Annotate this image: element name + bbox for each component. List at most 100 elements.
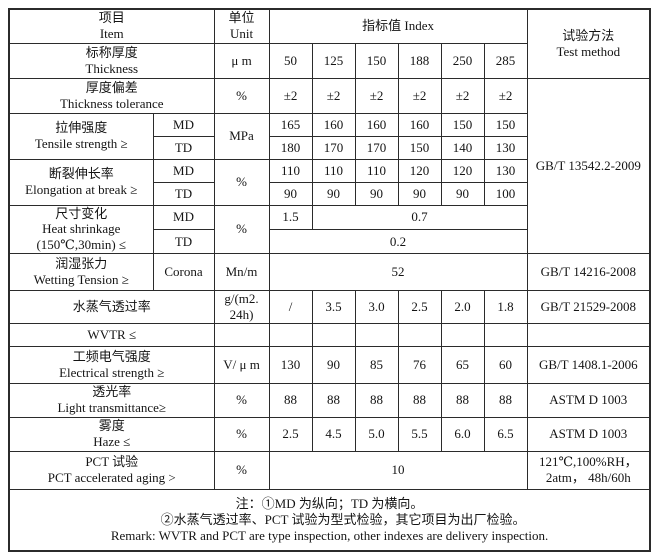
value-cell-merged: 0.7 xyxy=(311,204,528,230)
value-cell-merged: 52 xyxy=(268,253,528,292)
value-cell: 110 xyxy=(354,158,399,183)
value-cell: 90 xyxy=(311,345,356,384)
shrinkage-label-zh: 尺寸变化 xyxy=(55,205,108,221)
elongation-label-cell: 断裂伸长率 Elongation at break ≥ xyxy=(8,158,154,206)
header-unit-cell: 单位 Unit xyxy=(213,8,270,44)
value-cell: 165 xyxy=(268,112,313,137)
electrical-label-cell: 工频电气强度 Electrical strength ≥ xyxy=(8,345,215,384)
value-cell: 90 xyxy=(397,181,442,206)
value-cell: 76 xyxy=(397,345,442,384)
value-cell: 140 xyxy=(440,135,485,160)
value-cell: ±2 xyxy=(440,77,485,114)
elongation-md-row: 断裂伸长率 Elongation at break ≥ MD % 110 110… xyxy=(8,158,650,206)
value-cell: 2.0 xyxy=(440,290,485,324)
elongation-label-zh: 断裂伸长率 xyxy=(48,166,114,182)
value-cell: 160 xyxy=(397,112,442,137)
value-cell: 5.5 xyxy=(397,416,442,452)
wetting-label-zh: 润湿张力 xyxy=(55,256,108,272)
tensile-label-en: Tensile strength ≥ xyxy=(34,136,128,151)
pct-row: PCT 试验 PCT accelerated aging > % 10 121℃… xyxy=(8,450,651,490)
value-cell: 3.0 xyxy=(354,290,399,324)
method-cell-astm-1: ASTM D 1003 xyxy=(526,382,651,418)
elongation-unit-cell: % xyxy=(213,158,270,206)
value-cell-merged: 0.2 xyxy=(268,228,528,255)
note-line-3: Remark: WVTR and PCT are type inspection… xyxy=(110,527,549,543)
header-item-zh: 项目 xyxy=(98,10,125,26)
value-cell: 88 xyxy=(268,382,313,418)
empty-cell xyxy=(268,322,313,347)
light-label-cell: 透光率 Light transmittance≥ xyxy=(8,382,215,418)
notes-row: 注：①MD 为纵向；TD 为横向。 ②水蒸气透过率、PCT 试验为型式检验，其它… xyxy=(8,488,651,552)
tensile-unit-cell: MPa xyxy=(213,112,270,160)
value-cell: 150 xyxy=(440,112,485,137)
empty-cell xyxy=(483,322,528,347)
header-item-cell: 项目 Item xyxy=(8,8,215,44)
tolerance-row: 厚度偏差 Thickness tolerance % ±2 ±2 ±2 ±2 ±… xyxy=(8,77,651,255)
value-cell: 100 xyxy=(483,181,528,206)
value-cell: 130 xyxy=(268,345,313,384)
tolerance-unit-cell: % xyxy=(213,77,270,114)
wvtr-unit-line2: 24h) xyxy=(229,306,254,322)
wetting-unit-cell: Mn/m xyxy=(213,253,270,292)
value-cell: 2.5 xyxy=(397,290,442,324)
value-cell: 88 xyxy=(483,382,528,418)
value-cell: / xyxy=(268,290,313,324)
pct-label-en: PCT accelerated aging > xyxy=(47,470,176,486)
tensile-sub-td-cell: TD xyxy=(152,135,215,160)
method-cell-pct: 121℃,100%RH， 2atm， 48h/60h xyxy=(526,450,651,490)
shrinkage-md-row: 尺寸变化 Heat shrinkage (150℃,30min) ≤ MD % … xyxy=(8,204,650,255)
pct-method-line2: 2atm， 48h/60h xyxy=(545,470,631,486)
tensile-label-cell: 拉伸强度 Tensile strength ≥ xyxy=(8,112,154,160)
wetting-row: 润湿张力 Wetting Tension ≥ Corona Mn/m 52 GB… xyxy=(8,253,651,292)
spec-table: 项目 Item 单位 Unit 指标值 Index 试验方法 Test meth… xyxy=(8,8,652,553)
electrical-label-zh: 工频电气强度 xyxy=(72,348,151,364)
elongation-label-en: Elongation at break ≥ xyxy=(25,182,138,197)
value-cell: 50 xyxy=(268,42,313,79)
wetting-sub-cell: Corona xyxy=(152,253,215,292)
elongation-sub-md-cell: MD xyxy=(152,158,215,183)
elongation-sub-td-cell: TD xyxy=(152,181,215,206)
method-cell-gbt21529: GB/T 21529-2008 xyxy=(526,290,651,324)
haze-label-en: Haze ≤ xyxy=(93,434,131,450)
value-cell: ±2 xyxy=(397,77,442,114)
tensile-label-zh: 拉伸强度 xyxy=(55,120,108,136)
empty-cell xyxy=(397,322,442,347)
shrinkage-unit-cell: % xyxy=(213,204,270,255)
value-cell: 150 xyxy=(397,135,442,160)
wvtr-row: 水蒸气透过率 g/(m2. 24h) / 3.5 3.0 2.5 2.0 1.8… xyxy=(8,290,651,324)
value-cell: 6.0 xyxy=(440,416,485,452)
shrinkage-td-row: TD 0.2 xyxy=(9,228,650,255)
pct-unit-cell: % xyxy=(213,450,270,490)
light-unit-cell: % xyxy=(213,382,270,418)
haze-unit-cell: % xyxy=(213,416,270,452)
value-cell: 188 xyxy=(397,42,442,79)
light-label-en: Light transmittance≥ xyxy=(57,400,167,416)
shrinkage-sub-td-cell: TD xyxy=(152,228,215,255)
thickness-row: 标称厚度 Thickness μ m 50 125 150 188 250 28… xyxy=(8,42,650,79)
thickness-label-en: Thickness xyxy=(85,60,139,76)
header-item-en: Item xyxy=(99,26,124,42)
value-cell: 130 xyxy=(483,158,528,183)
electrical-row: 工频电气强度 Electrical strength ≥ V/ μ m 130 … xyxy=(8,345,651,384)
value-cell: 285 xyxy=(483,42,528,79)
tensile-td-row: TD 180 170 170 150 140 130 xyxy=(9,135,650,160)
value-cell: 90 xyxy=(440,181,485,206)
value-cell: 170 xyxy=(354,135,399,160)
value-cell: 90 xyxy=(354,181,399,206)
pct-label-zh: PCT 试验 xyxy=(85,454,139,470)
wvtr-label-cell: 水蒸气透过率 xyxy=(8,290,215,324)
value-cell: 6.5 xyxy=(483,416,528,452)
header-unit-zh: 单位 xyxy=(228,10,255,26)
pct-label-cell: PCT 试验 PCT accelerated aging > xyxy=(8,450,215,490)
shrinkage-label-cell: 尺寸变化 Heat shrinkage (150℃,30min) ≤ xyxy=(8,204,154,255)
value-cell: 90 xyxy=(268,181,313,206)
value-cell: 1.8 xyxy=(483,290,528,324)
header-unit-en: Unit xyxy=(229,26,254,42)
value-cell: ±2 xyxy=(354,77,399,114)
value-cell: 60 xyxy=(483,345,528,384)
value-cell: 150 xyxy=(354,42,399,79)
value-cell: 3.5 xyxy=(311,290,356,324)
value-cell: 88 xyxy=(354,382,399,418)
value-cell: 88 xyxy=(397,382,442,418)
value-cell: 1.5 xyxy=(268,204,313,230)
